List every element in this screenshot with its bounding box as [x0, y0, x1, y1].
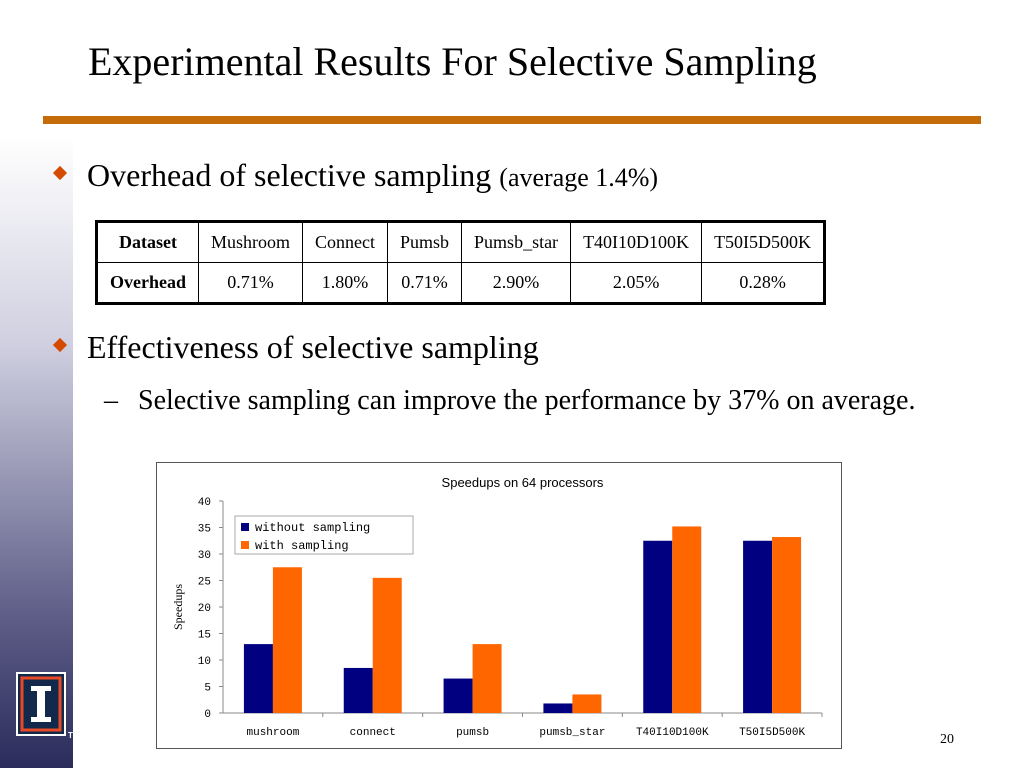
chart-legend	[234, 515, 414, 555]
bar-with-sampling	[472, 644, 502, 713]
bar-without-sampling	[643, 540, 673, 713]
bar-without-sampling	[243, 644, 273, 713]
chart-title: Speedups on 64 processors	[442, 475, 604, 490]
x-tick-label: T40I10D100K	[636, 727, 709, 739]
table-row: Overhead 0.71% 1.80% 0.71% 2.90% 2.05% 0…	[96, 262, 826, 304]
table-row: Dataset Mushroom Connect Pumsb Pumsb_sta…	[96, 221, 826, 263]
x-tick-label: connect	[350, 727, 396, 739]
x-tick-label: mushroom	[247, 727, 300, 739]
trademark-mark: TM	[68, 731, 80, 740]
legend-label: with sampling	[255, 539, 349, 553]
bullet-effectiveness-text: Effectiveness of selective sampling	[87, 329, 539, 365]
bar-with-sampling	[572, 694, 602, 713]
table-cell: Pumsb_star	[461, 221, 572, 263]
bullet-overhead-text: Overhead of selective sampling	[87, 157, 500, 193]
legend-swatch	[241, 523, 249, 531]
y-tick-label: 35	[198, 524, 211, 536]
page-number: 20	[940, 732, 954, 747]
university-logo	[16, 672, 66, 736]
bullet-overhead-average: (average 1.4%)	[499, 163, 659, 192]
table-cell: 2.05%	[570, 262, 703, 304]
slide-title: Experimental Results For Selective Sampl…	[88, 39, 817, 84]
bar-with-sampling	[772, 537, 802, 713]
bar-without-sampling	[343, 667, 373, 713]
table-cell: Mushroom	[197, 221, 304, 263]
speedup-chart: Speedups on 64 processors 0 5 10 15 20 25 30 35 4…	[171, 475, 823, 739]
table-cell: 0.71%	[197, 262, 304, 304]
bar-with-sampling	[672, 526, 702, 713]
x-tick-label: pumsb_star	[539, 727, 605, 739]
overhead-table: Dataset Mushroom Connect Pumsb Pumsb_sta…	[95, 220, 827, 305]
y-axis-label: Speedups	[171, 584, 185, 630]
table-cell: 2.90%	[461, 262, 572, 304]
x-tick-label: pumsb	[456, 727, 489, 739]
sub-bullet: – Selective sampling can improve the per…	[104, 383, 954, 420]
x-tick-label: T50I5D500K	[739, 727, 805, 739]
y-tick-label: 30	[198, 550, 211, 562]
speedup-chart-frame: Speedups on 64 processors 0 5 10 15 20 25 30 35 4…	[156, 462, 842, 749]
bar-without-sampling	[443, 678, 473, 713]
table-cell: T40I10D100K	[570, 221, 703, 263]
dash-bullet: –	[104, 385, 118, 416]
y-tick-label: 0	[204, 709, 211, 721]
title-rule	[43, 116, 981, 124]
legend-swatch	[241, 541, 249, 549]
sidebar-gradient	[0, 0, 73, 768]
table-cell: 0.71%	[387, 262, 463, 304]
table-cell: T50I5D500K	[701, 221, 826, 263]
table-cell: 1.80%	[302, 262, 389, 304]
y-tick-label: 10	[198, 656, 211, 668]
diamond-bullet-icon	[52, 165, 68, 181]
bar-with-sampling	[372, 577, 402, 713]
y-tick-label: 25	[198, 577, 211, 589]
diamond-bullet-icon	[52, 337, 68, 353]
bar-without-sampling	[543, 703, 573, 713]
y-tick-label: 15	[198, 630, 211, 642]
bar-without-sampling	[743, 540, 773, 713]
y-tick-label: 20	[198, 603, 211, 615]
y-tick-label: 5	[204, 683, 211, 695]
legend-label: without sampling	[255, 521, 370, 535]
table-header-dataset: Dataset	[96, 221, 199, 263]
table-cell: Pumsb	[387, 221, 463, 263]
table-cell: Connect	[302, 221, 389, 263]
y-tick-label: 40	[198, 497, 211, 509]
table-cell: 0.28%	[701, 262, 826, 304]
bullet-effectiveness: Effectiveness of selective sampling	[52, 328, 539, 366]
bar-with-sampling	[272, 567, 302, 713]
sub-bullet-text: Selective sampling can improve the perfo…	[138, 385, 916, 416]
table-header-overhead: Overhead	[96, 262, 199, 304]
bullet-overhead: Overhead of selective sampling (average …	[52, 156, 659, 194]
